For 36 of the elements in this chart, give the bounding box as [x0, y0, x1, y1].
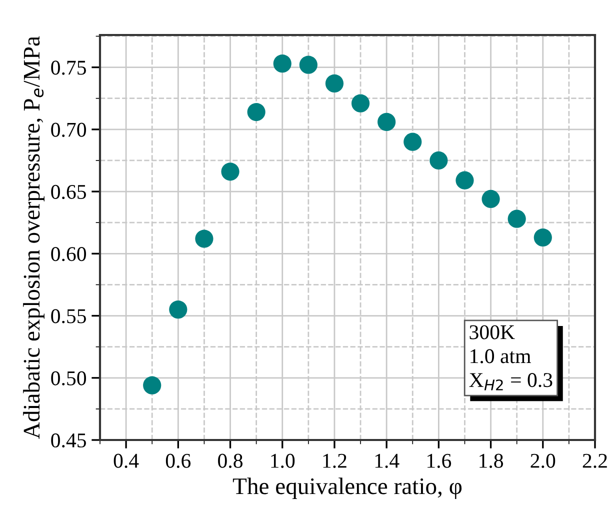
point [482, 190, 500, 208]
x-tick-label: 2.2 [582, 454, 607, 468]
annotation: 300K 1.0 atm X$_{H2}$ = 0.3 [469, 325, 552, 390]
point [247, 102, 266, 122]
point [404, 132, 422, 151]
x-tick-label: 2.0 [530, 454, 556, 468]
point [508, 210, 526, 228]
y-tick-label: 0.70 [51, 122, 86, 137]
x-tick-label: 0.6 [166, 454, 191, 468]
x-tick-label: 1.8 [480, 454, 504, 468]
point [143, 376, 162, 394]
x-tick-label: 1.4 [375, 454, 400, 468]
y-tick-label: 0.75 [51, 60, 86, 75]
point [299, 56, 318, 74]
y-axis-title: Adiabatic explosion overpressure, P$_{e}$/MPa [23, 36, 44, 439]
point [195, 230, 214, 248]
y-tick-label: 0.65 [51, 184, 86, 200]
y-tick-label: 0.50 [51, 371, 86, 386]
point [221, 162, 240, 181]
x-tick-label: 0.8 [218, 454, 242, 468]
point [169, 300, 188, 319]
point [378, 112, 396, 132]
x-tick-label: 0.4 [114, 454, 139, 468]
x-axis-title: The equivalence ratio, φ [232, 478, 462, 500]
x-tick-label: 1.2 [323, 454, 346, 468]
x-tick-label: 1.0 [271, 454, 295, 468]
point [430, 151, 448, 170]
y-tick-label: 0.45 [51, 433, 86, 448]
y-tick-label: 0.60 [51, 247, 86, 262]
point [456, 171, 474, 190]
point [351, 94, 370, 112]
x-tick-label: 1.6 [427, 454, 452, 468]
point [273, 54, 292, 73]
y-tick-label: 0.55 [51, 309, 86, 324]
point [325, 74, 344, 93]
point [534, 228, 552, 247]
